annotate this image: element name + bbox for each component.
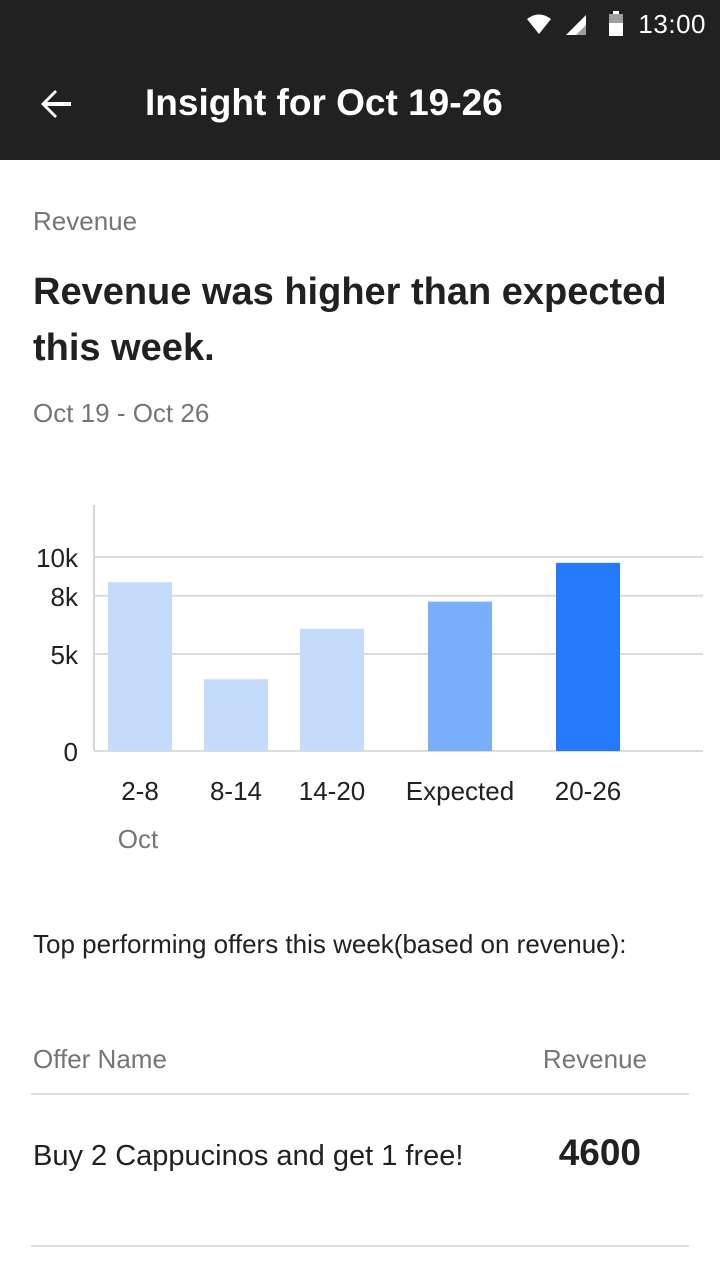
column-header-revenue: Revenue [542, 1044, 647, 1074]
revenue-chart-svg: 0 5k 8k 10k 2-8 8-14 14-20 Expected 20-26 Oct [36, 505, 703, 854]
page-title: Insight for Oct 19-26 [145, 82, 503, 123]
x-tick-sublabel: Oct [118, 824, 159, 854]
insight-headline: Revenue was higher than expected this we… [33, 271, 667, 369]
arrow-back-icon [41, 90, 71, 118]
row-divider [31, 1245, 689, 1247]
back-button[interactable] [20, 72, 92, 136]
x-tick-label: 20-26 [555, 776, 622, 806]
status-bar: 13:00 [0, 0, 720, 48]
insight-content: Revenue Revenue was higher than expected… [0, 160, 720, 1280]
table-divider [31, 1093, 689, 1095]
offer-name: Buy 2 Cappucinos and get 1 free! [33, 1140, 464, 1172]
x-tick-label: Expected [406, 776, 514, 806]
x-tick-label: 8-14 [210, 776, 262, 806]
bar [428, 601, 492, 751]
x-tick-label: 14-20 [299, 776, 366, 806]
status-icons: 13:00 [526, 8, 706, 40]
offer-revenue: 4600 [558, 1132, 641, 1173]
bar [300, 628, 364, 751]
bar [204, 679, 268, 751]
y-tick-label: 0 [64, 737, 78, 767]
offers-intro: Top performing offers this week(based on… [33, 929, 627, 959]
date-range: Oct 19 - Oct 26 [33, 398, 210, 428]
revenue-chart: 0 5k 8k 10k 2-8 8-14 14-20 Expected 20-26 Oct [0, 490, 720, 870]
status-time: 13:00 [638, 8, 706, 39]
battery-icon [609, 11, 624, 36]
x-tick-label: 2-8 [121, 776, 159, 806]
column-header-offer-name: Offer Name [33, 1044, 167, 1074]
signal-icon [566, 15, 587, 35]
offer-row[interactable]: Buy 2 Cappucinos and get 1 free! 4600 [33, 1110, 689, 1240]
y-tick-label: 5k [51, 640, 79, 670]
offers-table-header: Offer Name Revenue [33, 1044, 689, 1094]
bar [108, 582, 172, 751]
section-label: Revenue [33, 206, 138, 236]
y-tick-label: 10k [36, 543, 79, 573]
app-bar: Insight for Oct 19-26 [0, 48, 720, 160]
bar [556, 562, 620, 751]
wifi-icon [527, 14, 552, 34]
y-tick-label: 8k [51, 582, 79, 612]
